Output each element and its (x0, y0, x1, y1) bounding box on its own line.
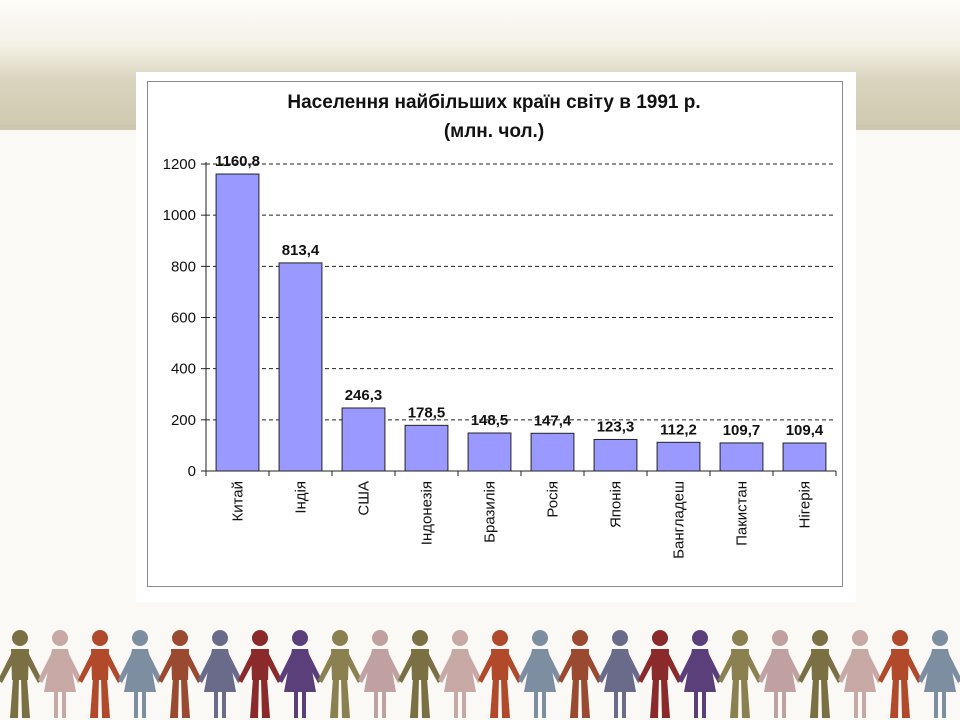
y-tick-label: 0 (188, 463, 196, 480)
person-figure (798, 630, 842, 718)
people-chain-decoration (0, 630, 960, 718)
value-label: 147,4 (534, 412, 572, 429)
bar-6 (530, 432, 575, 472)
category-label: Бангладеш (671, 481, 688, 559)
person-figure (118, 630, 162, 718)
chart-title-line2: (млн. чол.) (444, 121, 544, 142)
chart-border (147, 81, 843, 587)
y-axis-ticks: 0 200 400 600 800 1000 1200 (163, 156, 206, 480)
category-label: Бразилія (482, 481, 499, 543)
value-label: 813,4 (282, 242, 320, 259)
person-figure (398, 630, 442, 718)
value-label: 1160,8 (215, 153, 260, 170)
category-label: Китай (230, 481, 247, 522)
person-figure (878, 630, 922, 718)
bar-3 (341, 407, 386, 472)
person-figure (198, 630, 242, 718)
person-figure (318, 630, 362, 718)
person-figure (438, 630, 482, 718)
person-figure (38, 630, 82, 718)
y-tick-label: 1000 (163, 207, 196, 224)
person-figure (638, 630, 682, 718)
person-figure (478, 630, 522, 718)
bar-5 (467, 432, 512, 472)
bar-2 (278, 262, 323, 472)
category-label: Нігерія (797, 481, 814, 528)
person-figure (558, 630, 602, 718)
category-label: Індія (293, 481, 310, 514)
value-label: 246,3 (345, 387, 383, 404)
category-label: Індонезія (419, 481, 436, 545)
person-figure (918, 630, 960, 718)
bar-10 (782, 442, 827, 472)
bars (215, 173, 827, 472)
y-tick-label: 800 (171, 258, 196, 275)
person-figure (278, 630, 322, 718)
y-tick-label: 600 (171, 310, 196, 327)
value-label: 109,4 (786, 422, 824, 439)
chart-title-line1: Населення найбільших країн світу в 1991 … (287, 92, 700, 113)
bar-9 (719, 442, 764, 472)
value-label: 148,5 (471, 412, 509, 429)
person-figure (838, 630, 882, 718)
value-label: 123,3 (597, 418, 635, 435)
bar-1 (215, 173, 260, 472)
person-figure (78, 630, 122, 718)
person-figure (238, 630, 282, 718)
category-labels: Китай Індія США Індонезія Бразилія Росія Японі… (230, 481, 814, 559)
person-figure (518, 630, 562, 718)
person-figure (598, 630, 642, 718)
person-figure (358, 630, 402, 718)
value-label: 112,2 (660, 421, 697, 438)
category-label: Пакистан (734, 481, 751, 546)
category-label: США (356, 481, 373, 516)
y-tick-label: 1200 (163, 156, 196, 173)
category-label: Японія (608, 481, 625, 528)
category-label: Росія (545, 481, 562, 518)
bar-4 (404, 424, 449, 472)
value-label: 178,5 (408, 404, 446, 421)
person-figure (0, 630, 42, 718)
y-tick-label: 400 (171, 361, 196, 378)
bar-7 (593, 438, 638, 472)
value-label: 109,7 (723, 422, 761, 439)
person-figure (678, 630, 722, 718)
y-tick-label: 200 (171, 412, 196, 429)
value-labels: 1160,8 813,4 246,3 178,5 148,5 147,4 123,3 112,… (215, 153, 824, 439)
person-figure (718, 630, 762, 718)
person-figure (758, 630, 802, 718)
person-figure (158, 630, 202, 718)
bar-8 (656, 441, 701, 472)
